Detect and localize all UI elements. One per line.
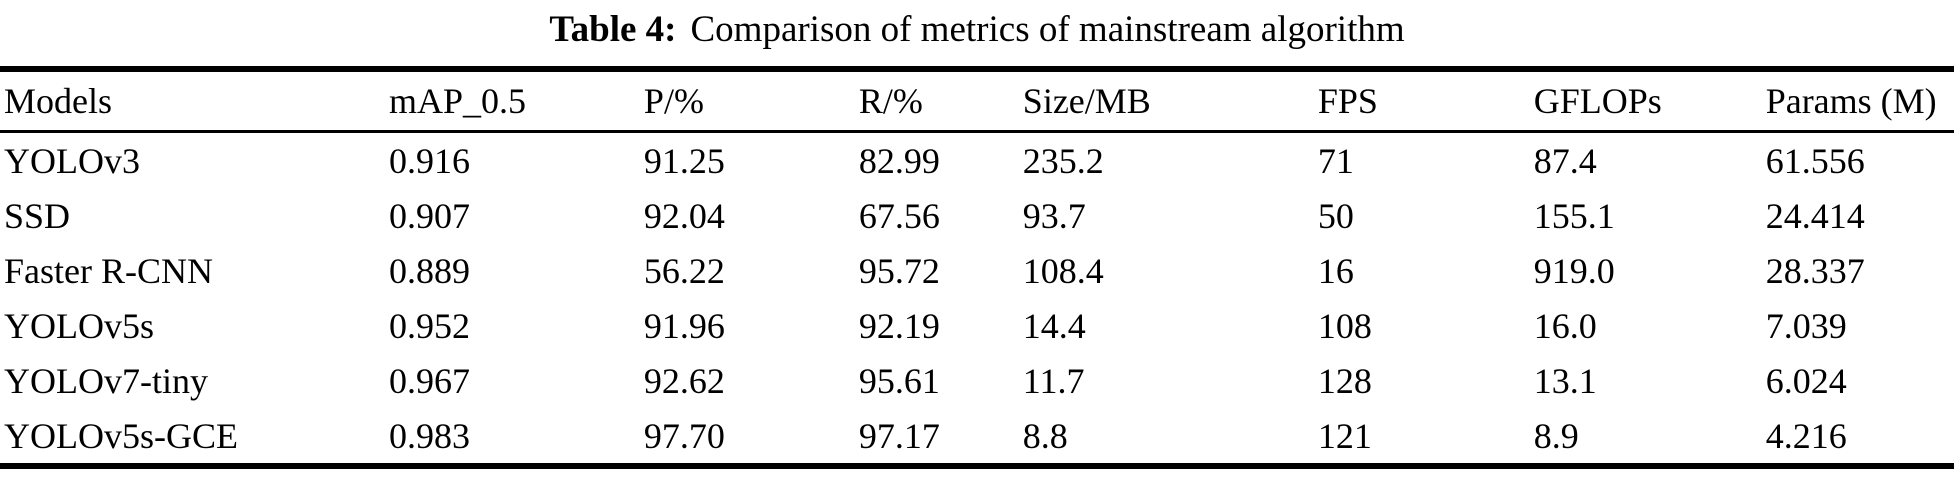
metric-cell: 67.56 [858,195,940,236]
metric-cell: 8.8 [1022,415,1068,456]
metric-cell: 95.61 [858,360,940,401]
metric-cell: 97.70 [643,415,725,456]
metric-cell: 16.0 [1533,305,1597,346]
metric-cell: 92.04 [643,195,725,236]
metric-cell: 13.1 [1533,360,1597,401]
table-row: YOLOv7-tiny 0.967 92.62 95.61 11.7 128 13.1 6.0… [0,353,1954,408]
metric-cell: 0.952 [388,305,470,346]
metric-cell: 28.337 [1765,250,1865,291]
table-body: YOLOv3 0.916 91.25 82.99 235.2 71 87.4 61.556 SS… [0,132,1954,467]
metric-cell: 121 [1317,415,1372,456]
model-name-cell: SSD [4,195,71,236]
table-row: YOLOv5s-GCE 0.983 97.70 97.17 8.8 121 8.9 4.216 [0,408,1954,466]
metric-cell: 91.96 [643,305,725,346]
table-row: YOLOv3 0.916 91.25 82.99 235.2 71 87.4 61.556 [0,132,1954,189]
table-header: Models mAP_0.5 P/% R/% Size/MB FPS GFLOPs Param… [0,69,1954,133]
column-header: Size/MB [1018,69,1314,133]
column-header: GFLOPs [1529,69,1762,133]
table-row: Faster R-CNN 0.889 56.22 95.72 108.4 16 919.0 2… [0,243,1954,298]
metric-cell: 0.889 [388,250,470,291]
model-name-cell: YOLOv5s-GCE [4,415,238,456]
metric-cell: 11.7 [1022,360,1085,401]
metrics-table: Models mAP_0.5 P/% R/% Size/MB FPS GFLOPs Param… [0,66,1954,469]
column-header: P/% [639,69,855,133]
metric-cell: 87.4 [1533,140,1597,181]
model-name-cell: Faster R-CNN [4,250,213,291]
header-row: Models mAP_0.5 P/% R/% Size/MB FPS GFLOPs Param… [0,69,1954,133]
metric-cell: 82.99 [858,140,940,181]
metric-cell: 93.7 [1022,195,1086,236]
metric-cell: 71 [1317,140,1354,181]
metric-cell: 0.983 [388,415,470,456]
metric-cell: 155.1 [1533,195,1615,236]
metric-cell: 7.039 [1765,305,1847,346]
metric-cell: 0.907 [388,195,470,236]
metric-cell: 0.916 [388,140,470,181]
table-row: SSD 0.907 92.04 67.56 93.7 50 155.1 24.414 [0,188,1954,243]
column-header: R/% [854,69,1019,133]
column-header: Params (M) [1761,69,1954,133]
metric-cell: 8.9 [1533,415,1579,456]
metric-cell: 128 [1317,360,1372,401]
metric-cell: 235.2 [1022,140,1104,181]
metric-cell: 24.414 [1765,195,1865,236]
column-header: mAP_0.5 [384,69,640,133]
metric-cell: 6.024 [1765,360,1847,401]
metric-cell: 0.967 [388,360,470,401]
column-header: FPS [1313,69,1530,133]
metric-cell: 95.72 [858,250,940,291]
metric-cell: 16 [1317,250,1354,291]
model-name-cell: YOLOv3 [4,140,140,181]
metric-cell: 61.556 [1765,140,1865,181]
metric-cell: 91.25 [643,140,725,181]
column-header: Models [0,69,385,133]
metric-cell: 14.4 [1022,305,1086,346]
metric-cell: 108.4 [1022,250,1104,291]
metric-cell: 56.22 [643,250,725,291]
metric-cell: 919.0 [1533,250,1615,291]
metric-cell: 92.19 [858,305,940,346]
metric-cell: 50 [1317,195,1354,236]
table-row: YOLOv5s 0.952 91.96 92.19 14.4 108 16.0 7.039 [0,298,1954,353]
metric-cell: 97.17 [858,415,940,456]
caption-label: Table 4: [549,9,677,50]
model-name-cell: YOLOv5s [4,305,154,346]
model-name-cell: YOLOv7-tiny [4,360,208,401]
metric-cell: 4.216 [1765,415,1847,456]
metric-cell: 92.62 [643,360,725,401]
metric-cell: 108 [1317,305,1372,346]
table-caption: Table 4: Comparison of metrics of mainstr… [0,0,1954,66]
caption-text: Comparison of metrics of mainstream algo… [690,9,1405,50]
